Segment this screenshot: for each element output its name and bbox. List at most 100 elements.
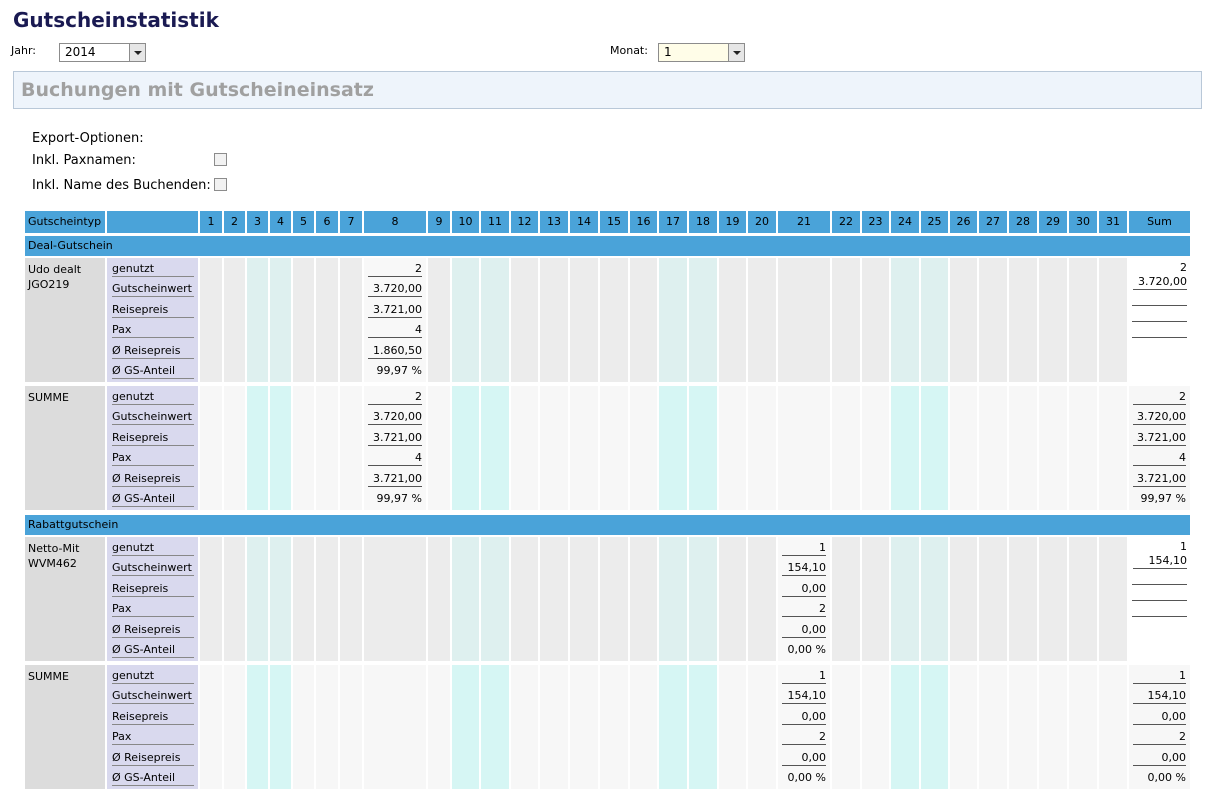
day-cell — [540, 258, 568, 382]
day-cell — [659, 386, 687, 510]
day-cell — [832, 258, 860, 382]
day-cell — [950, 665, 977, 789]
day-cell — [247, 665, 268, 789]
day-cell — [481, 258, 509, 382]
day-cell — [452, 258, 479, 382]
day-value: 1 — [782, 669, 826, 684]
column-header-day: 21 — [778, 211, 830, 233]
sum-value: 3.720,00 — [1133, 275, 1187, 290]
metric-label: Gutscheinwert — [112, 282, 194, 298]
day-cell — [891, 258, 919, 382]
day-cell — [511, 258, 538, 382]
export-options-title: Export-Optionen: — [32, 131, 144, 146]
day-cell — [1039, 386, 1067, 510]
day-cell — [540, 665, 568, 789]
metric-label: Gutscheinwert — [112, 561, 194, 577]
metric-labels-cell: genutzt Gutscheinwert Reisepreis Pax Ø Reise… — [107, 665, 198, 789]
day-cell — [950, 258, 977, 382]
sum-underline — [1132, 305, 1187, 306]
day-cell — [832, 665, 860, 789]
day-cell — [600, 258, 628, 382]
day-cell — [224, 665, 245, 789]
day-cell — [630, 665, 657, 789]
metric-label: Ø Reisepreis — [112, 344, 194, 359]
sum-value: 0,00 % — [1147, 771, 1186, 784]
day-cell — [1069, 665, 1097, 789]
day-value: 0,00 % — [787, 771, 826, 784]
day-value: 2 — [782, 730, 826, 746]
day-value: 3.721,00 — [368, 303, 422, 318]
column-header-day: 30 — [1069, 211, 1097, 233]
page-title: Gutscheinstatistik — [13, 8, 219, 32]
day-cell — [452, 386, 479, 510]
day-cell — [600, 665, 628, 789]
column-header-day: 14 — [570, 211, 598, 233]
export-paxnames-checkbox[interactable] — [214, 153, 227, 166]
day-cell: 2 3.720,00 3.721,00 4 1.860,50 99,97 % — [364, 258, 426, 382]
day-cell — [200, 665, 222, 789]
day-cell — [452, 665, 479, 789]
day-cell — [540, 386, 568, 510]
day-cell — [1009, 386, 1037, 510]
day-cell — [511, 665, 538, 789]
row-label: Udo dealt JGO219 — [25, 258, 105, 382]
section-header: Rabattgutschein — [25, 515, 1190, 535]
day-cell — [748, 386, 776, 510]
day-cell — [862, 258, 889, 382]
day-cell — [247, 537, 268, 661]
year-select[interactable]: 2014 — [59, 43, 146, 62]
day-cell — [570, 386, 598, 510]
metric-label: Ø GS-Anteil — [112, 492, 194, 507]
sum-value: 2 — [1180, 261, 1187, 274]
row-label: Netto-Mit WVM462 — [25, 537, 105, 661]
column-header-day: 19 — [719, 211, 746, 233]
metric-label: Pax — [112, 730, 194, 746]
export-buyername-checkbox[interactable] — [214, 178, 227, 191]
day-cell — [600, 537, 628, 661]
day-value: 2 — [782, 602, 826, 618]
metric-label: Pax — [112, 451, 194, 467]
chevron-down-icon[interactable] — [728, 44, 744, 61]
column-header-day: 7 — [340, 211, 362, 233]
day-cell — [270, 665, 291, 789]
day-cell — [511, 386, 538, 510]
day-cell — [778, 258, 830, 382]
metric-label: genutzt — [112, 262, 194, 277]
column-header-day: 17 — [659, 211, 687, 233]
month-select[interactable]: 1 — [658, 43, 745, 62]
sum-cell: 2 3.720,00 — [1129, 258, 1190, 382]
export-paxnames-label: Inkl. Paxnamen: — [32, 153, 136, 168]
metric-label: Ø Reisepreis — [112, 751, 194, 766]
day-cell — [719, 537, 746, 661]
day-cell — [659, 537, 687, 661]
day-cell — [630, 258, 657, 382]
sum-value: 0,00 — [1133, 751, 1186, 766]
column-header-day: 10 — [452, 211, 479, 233]
day-cell — [659, 258, 687, 382]
day-cell — [481, 537, 509, 661]
day-cell — [689, 665, 717, 789]
day-cell — [428, 665, 450, 789]
day-value: 3.720,00 — [368, 410, 422, 426]
day-cell — [862, 537, 889, 661]
day-cell — [719, 386, 746, 510]
metric-label: Ø GS-Anteil — [112, 771, 194, 786]
day-cell — [200, 258, 222, 382]
sum-value: 0,00 — [1133, 710, 1186, 725]
sum-value: 1 — [1133, 669, 1186, 684]
column-header-day: 28 — [1009, 211, 1037, 233]
day-cell — [862, 386, 889, 510]
column-header-day: 27 — [979, 211, 1007, 233]
day-cell — [224, 537, 245, 661]
metric-label: Pax — [112, 602, 194, 618]
metric-label: Reisepreis — [112, 710, 194, 725]
metric-labels-cell: genutzt Gutscheinwert Reisepreis Pax Ø Reise… — [107, 537, 198, 661]
chevron-down-icon[interactable] — [129, 44, 145, 61]
sum-value: 2 — [1133, 730, 1186, 746]
day-cell — [481, 665, 509, 789]
year-label: Jahr: — [11, 44, 36, 57]
column-header-day: 12 — [511, 211, 538, 233]
day-cell — [540, 537, 568, 661]
day-cell — [979, 386, 1007, 510]
day-cell — [270, 537, 291, 661]
